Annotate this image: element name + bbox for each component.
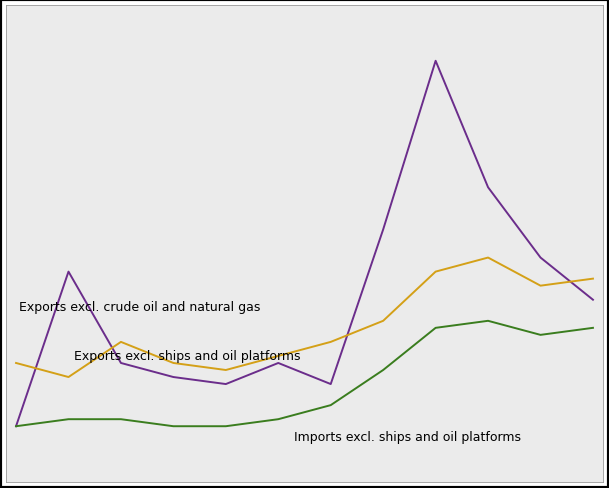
Text: Exports excl. crude oil and natural gas: Exports excl. crude oil and natural gas <box>19 301 260 314</box>
Text: Imports excl. ships and oil platforms: Imports excl. ships and oil platforms <box>294 430 521 444</box>
Text: Exports excl. ships and oil platforms: Exports excl. ships and oil platforms <box>74 350 300 363</box>
